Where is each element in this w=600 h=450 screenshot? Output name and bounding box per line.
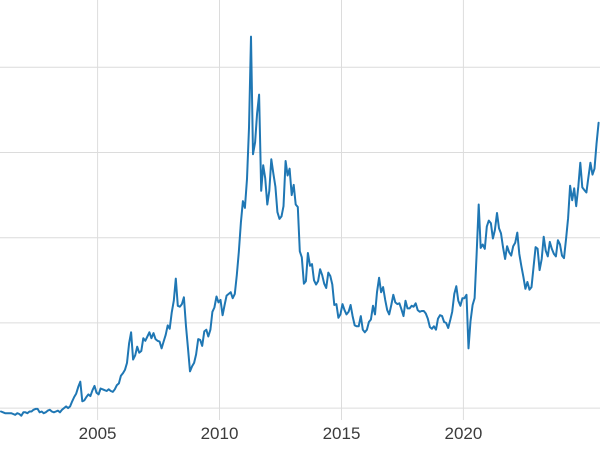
x-tick-label: 2020 [444, 424, 482, 443]
x-tick-label: 2010 [201, 424, 239, 443]
x-tick-label: 2005 [79, 424, 117, 443]
price-series-line [0, 35, 600, 417]
x-tick-label: 2015 [323, 424, 361, 443]
